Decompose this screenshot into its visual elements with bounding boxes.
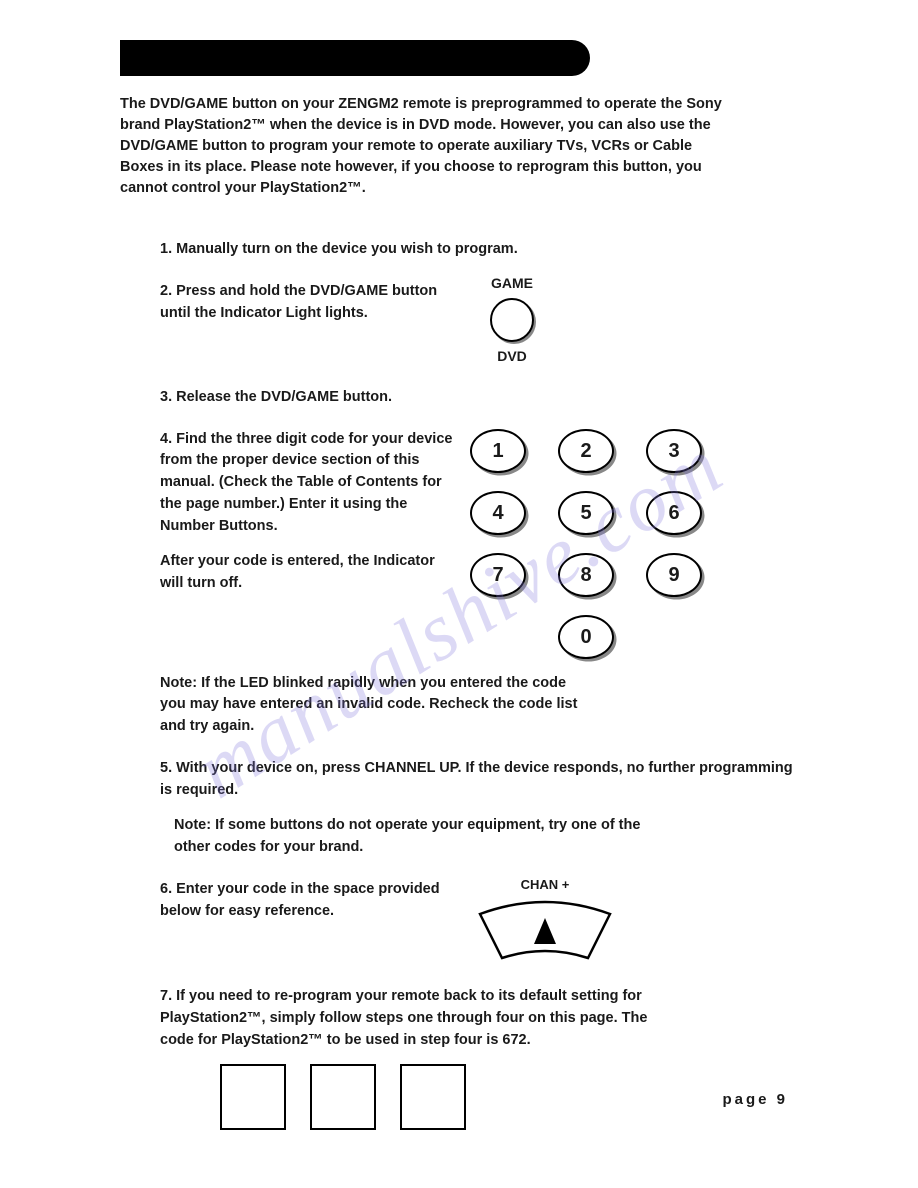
step-5-text: 5. With your device on, press CHANNEL UP… — [160, 758, 808, 802]
game-label-bottom: DVD — [497, 346, 527, 367]
code-box-3 — [400, 1064, 466, 1130]
step-3: 3. Release the DVD/GAME button. — [160, 387, 808, 409]
step-4-sub1: After your code is entered, the Indicato… — [160, 551, 460, 595]
step-7: 7. If you need to re-program your remote… — [160, 986, 808, 1129]
keypad-8: 8 — [558, 553, 614, 597]
code-box-1 — [220, 1064, 286, 1130]
page-number: page 9 — [722, 1091, 788, 1108]
intro-paragraph: The DVD/GAME button on your ZENGM2 remot… — [120, 94, 730, 199]
code-entry-boxes — [220, 1064, 808, 1130]
step-1-text: 1. Manually turn on the device you wish … — [160, 241, 518, 257]
number-keypad-figure: 1 2 3 4 5 6 7 8 9 0 — [470, 429, 706, 659]
step-7-text: 7. If you need to re-program your remote… — [160, 986, 660, 1051]
keypad-7: 7 — [470, 553, 526, 597]
step-6-text: 6. Enter your code in the space provided… — [160, 879, 440, 923]
keypad-9: 9 — [646, 553, 702, 597]
chan-plus-label: CHAN + — [521, 875, 570, 895]
step-4-text: 4. Find the three digit code for your de… — [160, 429, 460, 538]
steps-list: 1. Manually turn on the device you wish … — [160, 239, 808, 1130]
keypad-2: 2 — [558, 429, 614, 473]
keypad-3: 3 — [646, 429, 702, 473]
step-4-note: Note: If the LED blinked rapidly when yo… — [160, 673, 590, 738]
channel-up-figure: CHAN + — [470, 875, 620, 967]
game-label-top: GAME — [491, 273, 533, 294]
step-3-text: 3. Release the DVD/GAME button. — [160, 389, 392, 405]
keypad-0: 0 — [558, 615, 614, 659]
keypad-4: 4 — [470, 491, 526, 535]
game-dvd-circle-icon — [490, 298, 534, 342]
keypad-5: 5 — [558, 491, 614, 535]
section-header-bar — [120, 40, 590, 76]
game-dvd-button-figure: GAME DVD — [490, 273, 534, 367]
keypad-6: 6 — [646, 491, 702, 535]
chan-up-icon — [470, 896, 620, 966]
code-box-2 — [310, 1064, 376, 1130]
step-5: 5. With your device on, press CHANNEL UP… — [160, 758, 808, 859]
step-4: 4. Find the three digit code for your de… — [160, 429, 808, 738]
step-1: 1. Manually turn on the device you wish … — [160, 239, 808, 261]
step-2: 2. Press and hold the DVD/GAME button un… — [160, 281, 808, 367]
step-5-note: Note: If some buttons do not operate you… — [174, 815, 674, 859]
step-2-text: 2. Press and hold the DVD/GAME button un… — [160, 281, 460, 325]
step-6: 6. Enter your code in the space provided… — [160, 879, 808, 967]
keypad-1: 1 — [470, 429, 526, 473]
